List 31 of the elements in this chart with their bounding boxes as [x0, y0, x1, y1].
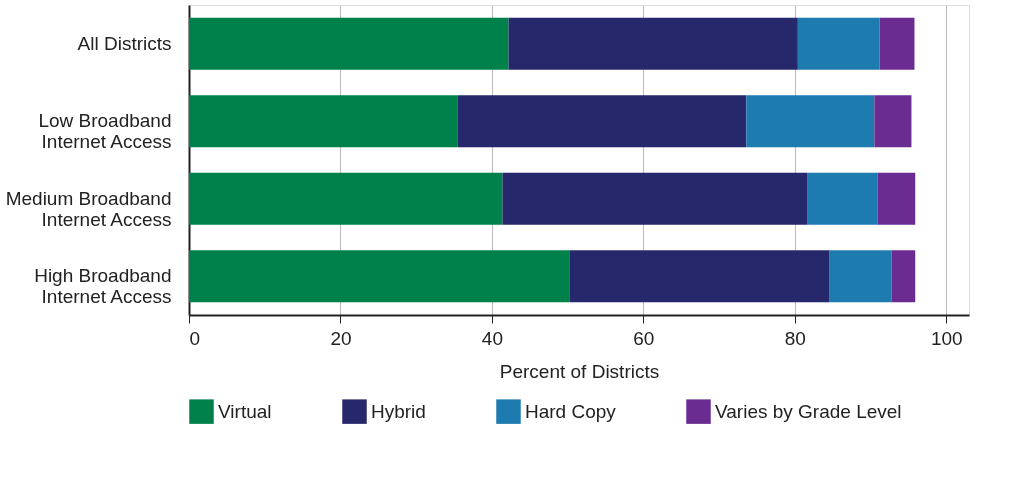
bar — [569, 250, 830, 303]
bar — [457, 95, 747, 148]
bar — [877, 172, 916, 225]
x-tick-label: 100 — [930, 327, 963, 349]
bar — [508, 17, 798, 70]
x-tick-label: 60 — [633, 327, 655, 349]
bar — [879, 17, 915, 70]
bar — [829, 250, 892, 303]
bar — [797, 17, 880, 70]
bar — [502, 172, 808, 225]
x-axis-title: Percent of Districts — [499, 360, 660, 382]
x-tick-label: 20 — [330, 327, 352, 349]
y-tick-label: High Broadband Internet Access — [34, 265, 172, 308]
x-tick-label: 0 — [189, 327, 201, 349]
bar — [189, 17, 509, 70]
legend-label: Hybrid — [371, 400, 426, 422]
y-tick-label: Low Broadband Internet Access — [38, 110, 172, 153]
bar — [891, 250, 916, 303]
bar — [807, 172, 878, 225]
bar — [746, 95, 875, 148]
x-tick-label: 40 — [481, 327, 503, 349]
x-tick-label: 80 — [784, 327, 806, 349]
bar — [189, 95, 458, 148]
legend-label: Varies by Grade Level — [715, 400, 902, 422]
legend-label: Hard Copy — [525, 400, 617, 422]
y-tick-label: All Districts — [77, 32, 172, 54]
bar — [874, 95, 912, 148]
legend-label: Virtual — [218, 400, 272, 422]
y-tick-label: Medium Broadband Internet Access — [5, 187, 172, 230]
bar — [189, 172, 503, 225]
bar — [189, 250, 570, 303]
